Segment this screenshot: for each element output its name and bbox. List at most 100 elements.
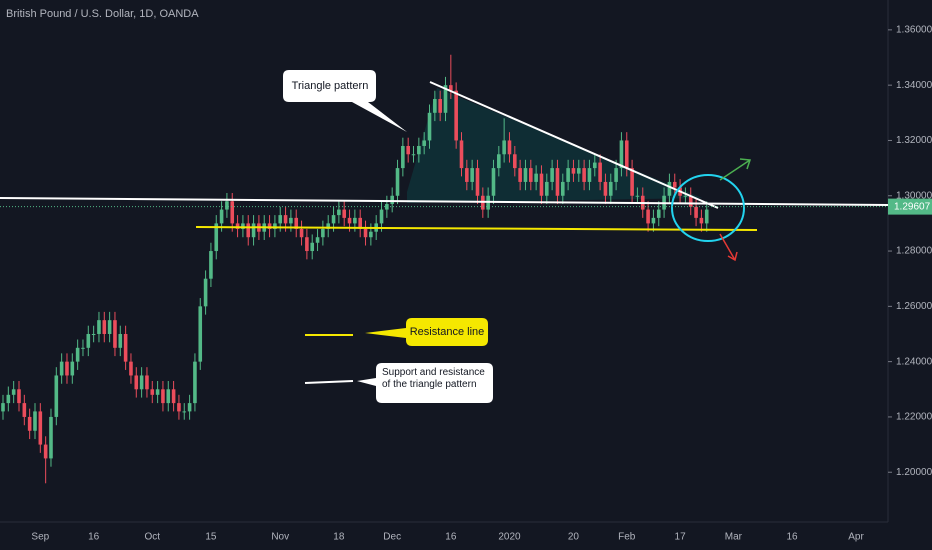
up-arrow: [719, 159, 751, 181]
callout-box: [357, 363, 493, 403]
x-tick-label: Oct: [144, 532, 160, 543]
candle-body: [267, 223, 272, 229]
candle-body: [656, 209, 661, 218]
candle-body: [592, 162, 597, 169]
candle-body: [198, 306, 203, 362]
candle-body: [603, 181, 608, 196]
candle-body: [491, 168, 496, 196]
candle-body: [534, 173, 538, 182]
candle-body: [427, 112, 432, 141]
callout-box: [283, 70, 407, 132]
candle-body: [614, 168, 618, 182]
x-tick-label: Dec: [383, 532, 401, 543]
candle-body: [438, 98, 442, 113]
candle-body: [75, 347, 80, 362]
last-price-label: 1.29607: [894, 201, 931, 212]
candle-body: [699, 217, 704, 224]
candle-body: [193, 361, 197, 404]
candle-body: [513, 154, 517, 169]
candle-body: [566, 168, 570, 182]
candle-body: [459, 140, 464, 169]
candle-body: [182, 411, 187, 413]
candle-body: [433, 98, 437, 113]
x-tick-label: 16: [786, 532, 798, 543]
candle-body: [651, 217, 656, 224]
candle-body: [235, 223, 240, 229]
candle-body: [113, 320, 117, 348]
candle-body: [539, 173, 544, 196]
candle-body: [694, 206, 698, 218]
candle-body: [555, 168, 560, 196]
candle-body: [273, 223, 277, 229]
candle-body: [358, 217, 362, 229]
candle-body: [497, 154, 501, 169]
candle-body: [145, 375, 149, 390]
candle-body: [139, 375, 144, 390]
candle-body: [123, 333, 128, 362]
candle-body: [321, 228, 325, 238]
candle-body: [11, 389, 16, 395]
candle-body: [544, 181, 549, 196]
candle-body: [177, 403, 181, 412]
x-tick-label: Nov: [271, 532, 289, 543]
candle-body: [667, 181, 672, 196]
candle-body: [22, 403, 27, 417]
drawings: Triangle pattern Resistance line Support…: [0, 70, 889, 403]
highlight-circle: [671, 174, 745, 242]
candle-body: [502, 140, 506, 155]
candle-body: [411, 154, 416, 156]
candle-body: [81, 347, 85, 349]
resistance-line: [195, 226, 758, 231]
candle-body: [646, 209, 650, 224]
candle-body: [449, 85, 453, 91]
callout-text: Triangle pattern: [292, 80, 369, 92]
candle-body: [97, 320, 101, 334]
candle-body: [278, 215, 283, 224]
candle-body: [1, 403, 5, 412]
candle-body: [576, 168, 581, 174]
candle-body: [326, 223, 331, 229]
candle-body: [337, 209, 341, 216]
candle-body: [369, 231, 373, 238]
plot-area: [1, 54, 709, 484]
candle-body: [363, 228, 368, 238]
candle-body: [86, 333, 91, 348]
callout-text-box: Support and resistance of the triangle p…: [382, 367, 485, 390]
x-tick-label: Mar: [725, 532, 743, 543]
candle-body: [134, 375, 139, 390]
candle-body: [54, 375, 59, 417]
candle-body: [209, 251, 213, 279]
trend-line: [429, 81, 719, 209]
candle-body: [294, 217, 299, 229]
candle-body: [107, 320, 112, 334]
candle-body: [315, 237, 320, 243]
y-tick-label: 1.22000: [896, 412, 932, 423]
candle-body: [33, 411, 37, 431]
candle-body: [230, 201, 235, 224]
x-tick-label: 15: [205, 532, 217, 543]
candle-body: [91, 333, 96, 335]
candle-body: [417, 145, 421, 155]
candle-body: [518, 168, 522, 182]
x-tick-label: 2020: [498, 532, 521, 543]
candle-body: [523, 168, 528, 182]
y-tick-label: 1.36000: [896, 25, 932, 36]
x-tick-label: Apr: [848, 532, 864, 543]
y-tick-label: 1.20000: [896, 467, 932, 478]
candle-body: [422, 140, 426, 146]
candle-body: [688, 195, 693, 207]
candle-body: [246, 223, 251, 238]
candle-body: [299, 228, 304, 238]
candle-body: [38, 411, 43, 445]
candle-body: [465, 168, 469, 182]
legend-line: [304, 380, 354, 384]
candle-body: [214, 223, 219, 252]
triangle-shade: [407, 88, 702, 203]
candle-body: [219, 209, 224, 224]
x-tick-label: Sep: [31, 532, 49, 543]
candle-body: [550, 168, 554, 182]
candle-body: [704, 209, 709, 224]
candle-body: [203, 278, 208, 307]
